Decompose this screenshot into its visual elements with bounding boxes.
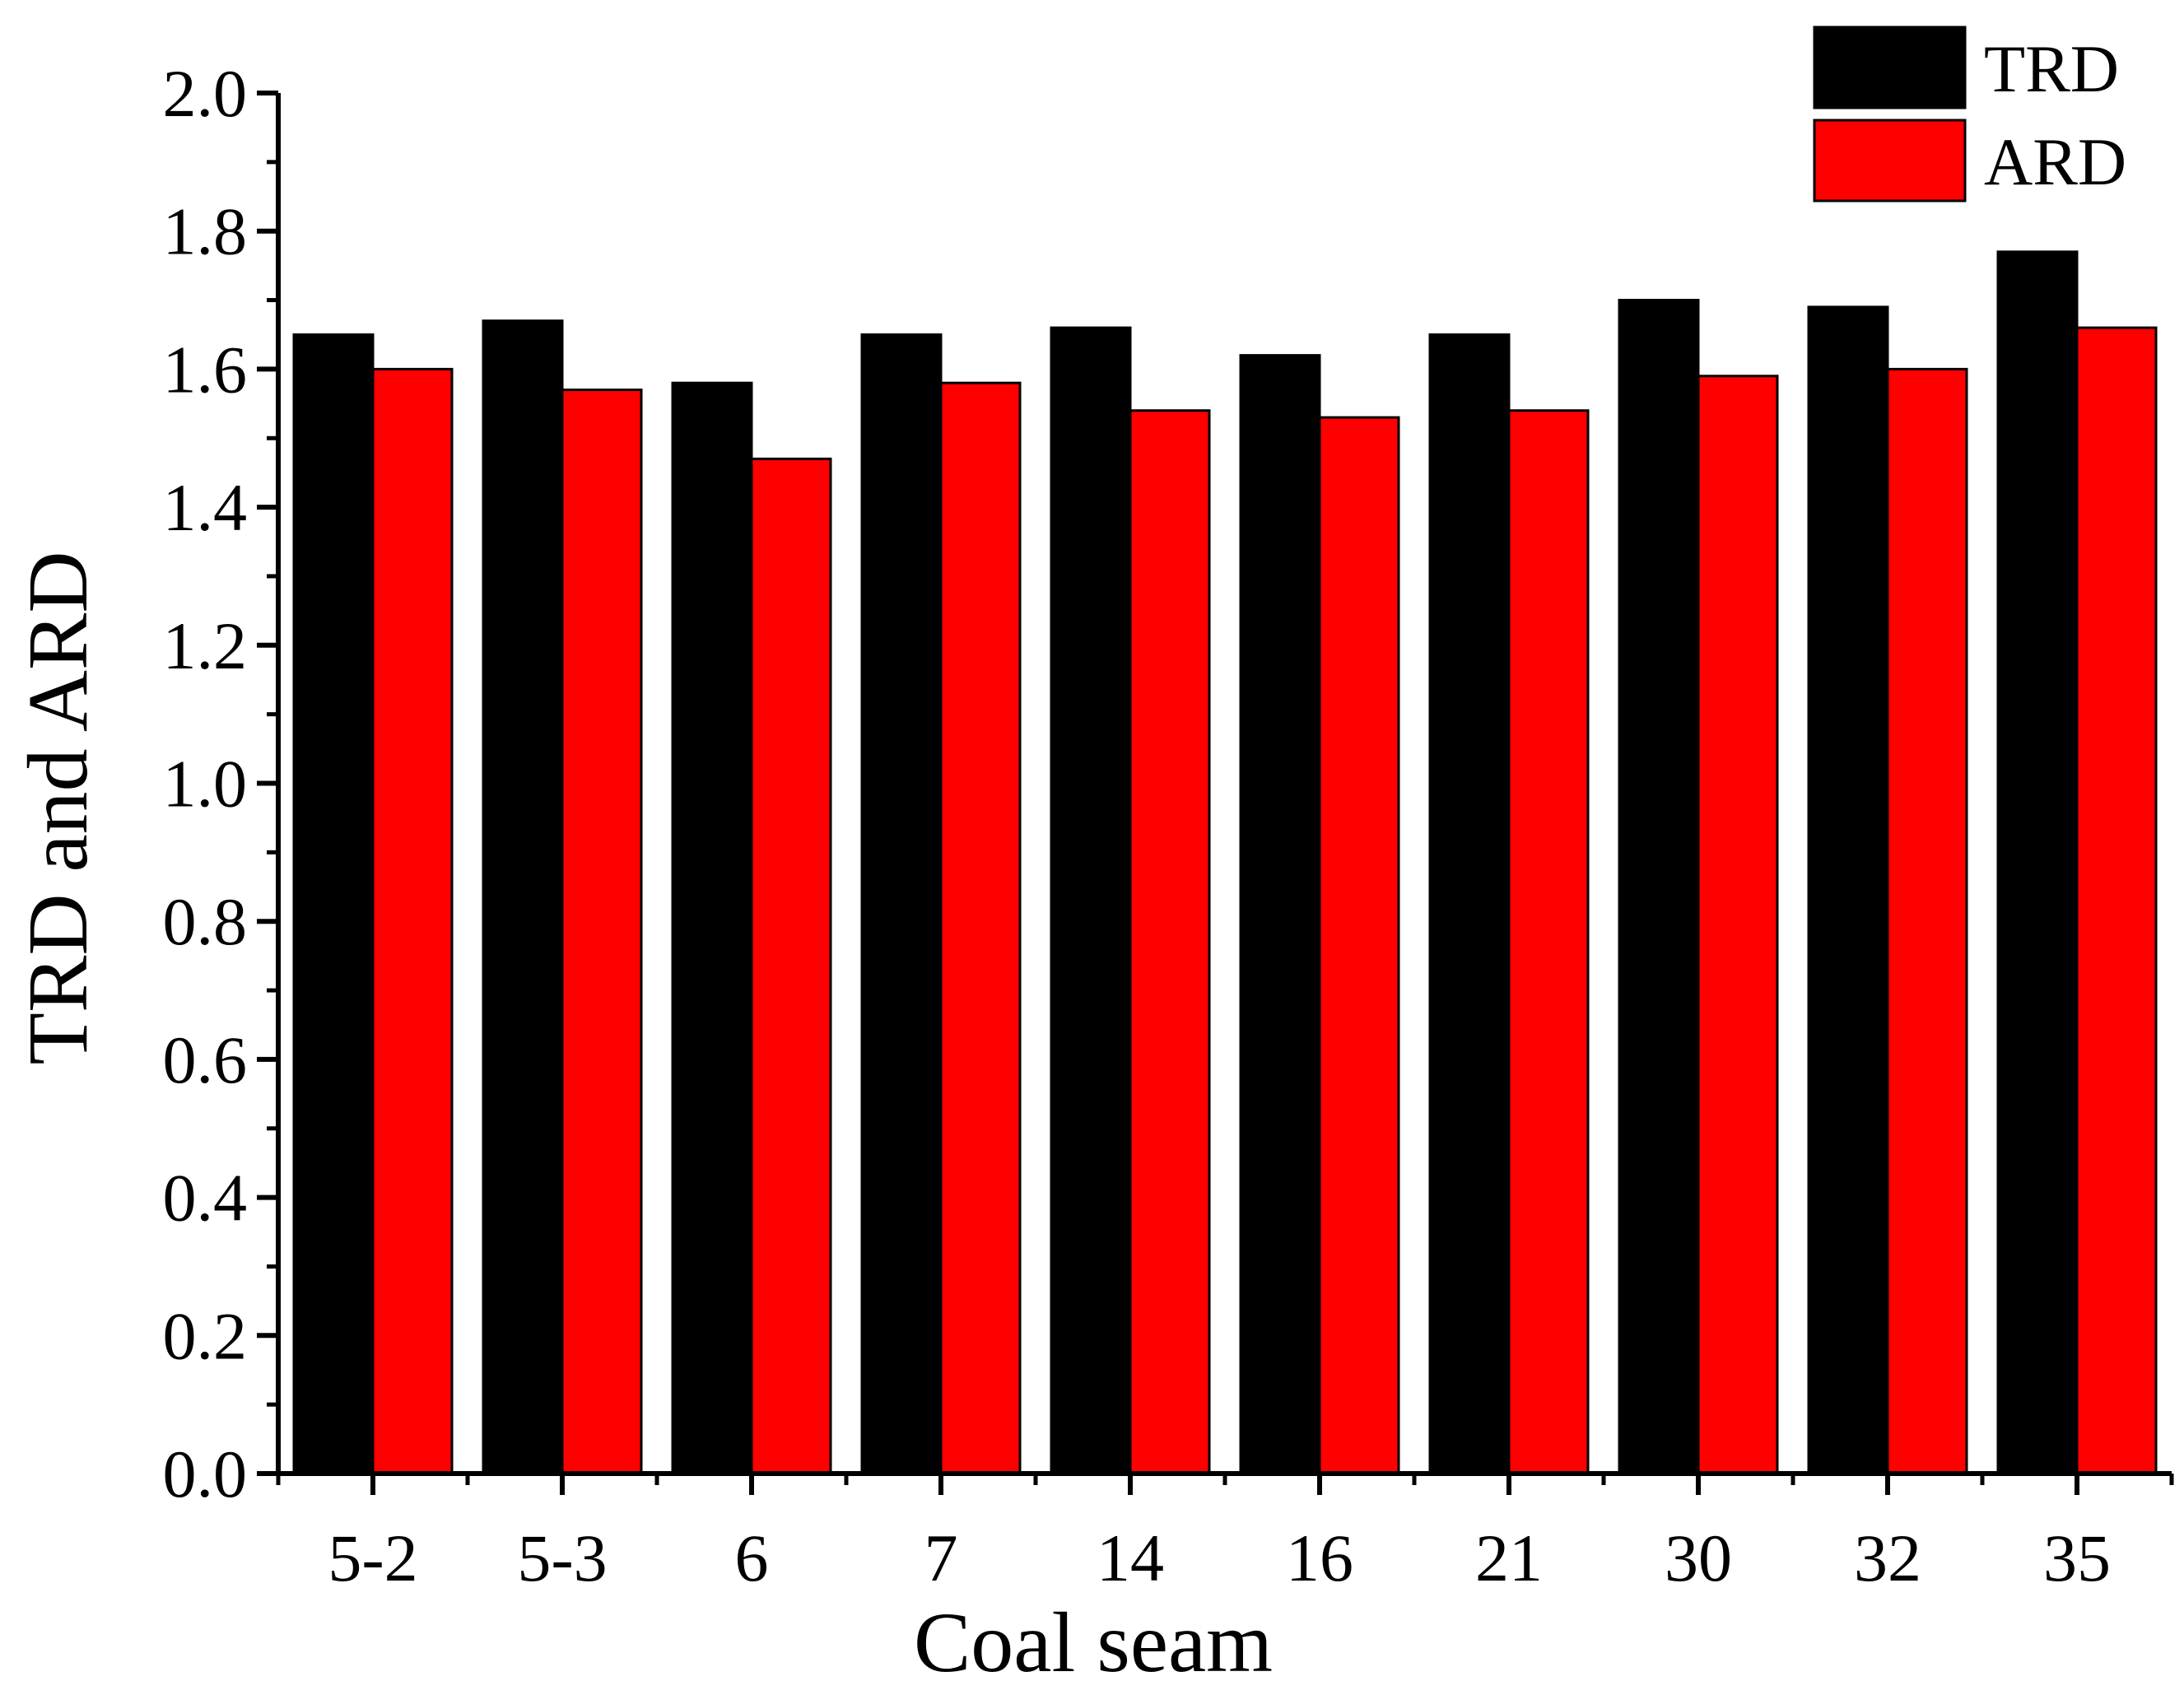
y-tick-label: 0.8	[163, 884, 248, 959]
y-ticks-group: 0.0 0.2 0.4 0.6 0.8 1.0 1.2 1.4 1.6 1.8 2.0	[163, 56, 278, 1511]
y-tick-label: 1.4	[163, 470, 248, 545]
bar-ard-6	[750, 457, 832, 1475]
bar-trd-21	[1428, 333, 1511, 1475]
bar-trd-35	[1996, 250, 2079, 1475]
legend-label-ard: ARD	[1984, 124, 2126, 199]
bar-ard-16	[1318, 416, 1400, 1475]
bar-trd-5-3	[482, 319, 564, 1475]
bar-ard-30	[1697, 375, 1779, 1475]
legend-swatch-ard	[1813, 119, 1967, 203]
bar-ard-7	[939, 381, 1022, 1475]
y-tick-label: 1.2	[163, 608, 248, 683]
x-ticks-group: 5-2 5-3 6 7 14 16 21 30 32 35	[276, 1474, 2174, 1595]
legend-swatch-trd	[1813, 26, 1967, 109]
bar-ard-21	[1507, 409, 1590, 1475]
bar-trd-5-2	[292, 333, 375, 1475]
y-axis-title: TRD and ARD	[11, 552, 105, 1065]
bar-trd-7	[860, 333, 943, 1475]
y-tick-label: 1.8	[163, 194, 248, 269]
y-tick-label: 0.6	[163, 1022, 248, 1097]
x-tick-label: 5-2	[328, 1520, 417, 1595]
x-tick-label: 14	[1097, 1520, 1164, 1595]
x-tick-label: 6	[735, 1520, 769, 1595]
bar-trd-14	[1050, 326, 1132, 1475]
x-tick-label: 16	[1286, 1520, 1353, 1595]
legend: TRD ARD	[1813, 26, 2126, 203]
y-tick-label: 1.6	[163, 332, 248, 407]
bar-ard-32	[1886, 367, 1968, 1475]
x-tick-label: 30	[1665, 1520, 1732, 1595]
bar-ard-14	[1129, 409, 1211, 1475]
bar-trd-16	[1239, 354, 1321, 1475]
y-tick-label: 0.4	[163, 1161, 248, 1236]
y-tick-label: 0.0	[163, 1437, 248, 1511]
bar-trd-32	[1807, 305, 1889, 1475]
y-tick-label: 2.0	[163, 56, 248, 131]
bar-trd-6	[671, 381, 753, 1475]
y-tick-label: 1.0	[163, 747, 248, 822]
x-tick-label: 21	[1475, 1520, 1543, 1595]
bar-ard-35	[2075, 326, 2158, 1475]
bar-trd-30	[1618, 299, 1700, 1475]
x-axis-title: Coal seam	[914, 1595, 1273, 1690]
bar-ard-5-2	[371, 367, 454, 1475]
bars-group	[292, 250, 2158, 1475]
x-tick-label: 7	[924, 1520, 958, 1595]
y-tick-label: 0.2	[163, 1298, 248, 1373]
x-tick-label: 35	[2043, 1520, 2111, 1595]
bar-ard-5-3	[561, 389, 643, 1475]
x-tick-label: 5-3	[517, 1520, 607, 1595]
x-tick-label: 32	[1854, 1520, 1921, 1595]
legend-label-trd: TRD	[1984, 31, 2119, 106]
